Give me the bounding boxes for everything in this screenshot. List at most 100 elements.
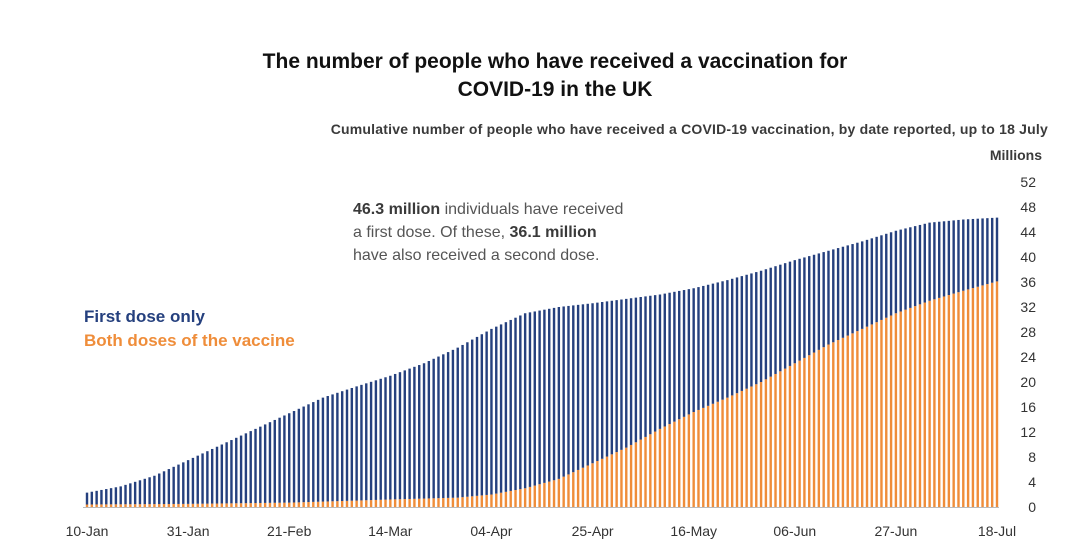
bar-both-doses [109, 504, 113, 507]
bar-both-doses [466, 496, 469, 507]
bar-both-doses [889, 315, 893, 507]
bar-first-dose-only [495, 326, 498, 494]
bar-both-doses [928, 300, 931, 507]
bar-first-dose-only [379, 378, 382, 500]
bar-both-doses [138, 504, 142, 507]
bar-first-dose-only [543, 309, 546, 483]
y-axis-units-label: Millions [989, 147, 1042, 163]
bar-both-doses [312, 501, 315, 507]
bar-first-dose-only [880, 235, 883, 320]
bar-first-dose-only [634, 297, 638, 443]
bar-both-doses [220, 503, 224, 507]
bar-first-dose-only [249, 431, 252, 504]
bar-both-doses [177, 503, 180, 507]
x-tick-label: 10-Jan [66, 523, 109, 539]
bar-both-doses [259, 502, 262, 507]
bar-both-doses [803, 357, 806, 507]
bar-first-dose-only [832, 249, 835, 343]
bar-both-doses [225, 503, 228, 507]
bar-both-doses [504, 491, 508, 507]
bar-first-dose-only [697, 287, 700, 410]
bar-first-dose-only [678, 290, 681, 420]
bar-first-dose-only [600, 302, 604, 459]
bar-both-doses [268, 502, 272, 507]
bar-both-doses [860, 328, 864, 508]
bar-both-doses [278, 502, 281, 507]
bar-first-dose-only [124, 484, 127, 505]
bar-both-doses [90, 504, 94, 507]
bar-first-dose-only [745, 274, 748, 389]
bar-first-dose-only [418, 365, 421, 499]
bar-first-dose-only [923, 223, 926, 303]
bar-first-dose-only [355, 386, 358, 501]
bar-first-dose-only [446, 352, 450, 498]
bar-first-dose-only [321, 397, 325, 502]
bar-both-doses [832, 342, 835, 507]
bar-both-doses [523, 488, 527, 507]
bar-first-dose-only [129, 483, 132, 505]
y-tick-label: 4 [1028, 474, 1036, 490]
bar-both-doses [938, 297, 941, 507]
bar-first-dose-only [971, 218, 975, 289]
bar-first-dose-only [133, 481, 137, 505]
bar-first-dose-only [105, 489, 108, 505]
bar-both-doses [365, 500, 368, 507]
bar-first-dose-only [673, 291, 676, 422]
bar-first-dose-only [288, 413, 291, 503]
bar-first-dose-only [466, 342, 469, 497]
bar-both-doses [105, 504, 108, 507]
bar-first-dose-only [109, 488, 113, 505]
bar-first-dose-only [312, 402, 315, 502]
bar-first-dose-only [206, 451, 209, 504]
bar-both-doses [360, 500, 363, 507]
chart-title-line-2: COVID-19 in the UK [457, 78, 653, 101]
bar-both-doses [827, 344, 830, 507]
bar-both-doses [273, 502, 276, 507]
y-tick-label: 12 [1020, 424, 1036, 440]
bar-first-dose-only [962, 219, 965, 291]
bar-both-doses [865, 326, 869, 507]
chart-annotation: 46.3 million individuals have received a… [353, 198, 713, 267]
bar-both-doses [596, 461, 599, 507]
bar-both-doses [942, 296, 946, 507]
bar-both-doses [302, 502, 305, 507]
bar-first-dose-only [836, 248, 840, 341]
bar-first-dose-only [186, 460, 190, 504]
bar-first-dose-only [172, 466, 175, 504]
bar-first-dose-only [490, 328, 493, 495]
bar-first-dose-only [336, 392, 339, 502]
bar-both-doses [971, 288, 975, 507]
bar-both-doses [576, 469, 580, 507]
bar-first-dose-only [846, 245, 849, 336]
bar-first-dose-only [254, 428, 257, 504]
bar-first-dose-only [389, 375, 392, 500]
bar-first-dose-only [485, 331, 488, 495]
bar-first-dose-only [702, 285, 705, 408]
bar-first-dose-only [947, 220, 951, 296]
bar-both-doses [740, 390, 744, 507]
bar-both-doses [384, 499, 387, 507]
bar-first-dose-only [480, 334, 484, 496]
bar-first-dose-only [393, 373, 397, 500]
x-tick-label: 31-Jan [167, 523, 210, 539]
bar-both-doses [133, 504, 137, 507]
bar-both-doses [172, 503, 175, 507]
bar-first-dose-only [764, 269, 768, 380]
y-tick-label: 28 [1020, 324, 1036, 340]
bar-both-doses [909, 307, 912, 507]
bar-first-dose-only [822, 252, 825, 348]
bar-first-dose-only [437, 356, 440, 499]
bar-first-dose-only [788, 261, 792, 366]
bar-first-dose-only [167, 469, 171, 504]
bar-first-dose-only [552, 307, 556, 481]
bar-first-dose-only [755, 272, 758, 385]
bar-both-doses [658, 428, 662, 508]
bar-first-dose-only [938, 221, 941, 298]
bar-first-dose-only [153, 475, 156, 505]
bar-first-dose-only [398, 372, 402, 500]
bar-both-doses [427, 498, 431, 507]
bar-both-doses [808, 355, 811, 507]
bar-first-dose-only [740, 276, 744, 391]
bar-first-dose-only [278, 417, 281, 503]
bar-both-doses [817, 349, 821, 507]
